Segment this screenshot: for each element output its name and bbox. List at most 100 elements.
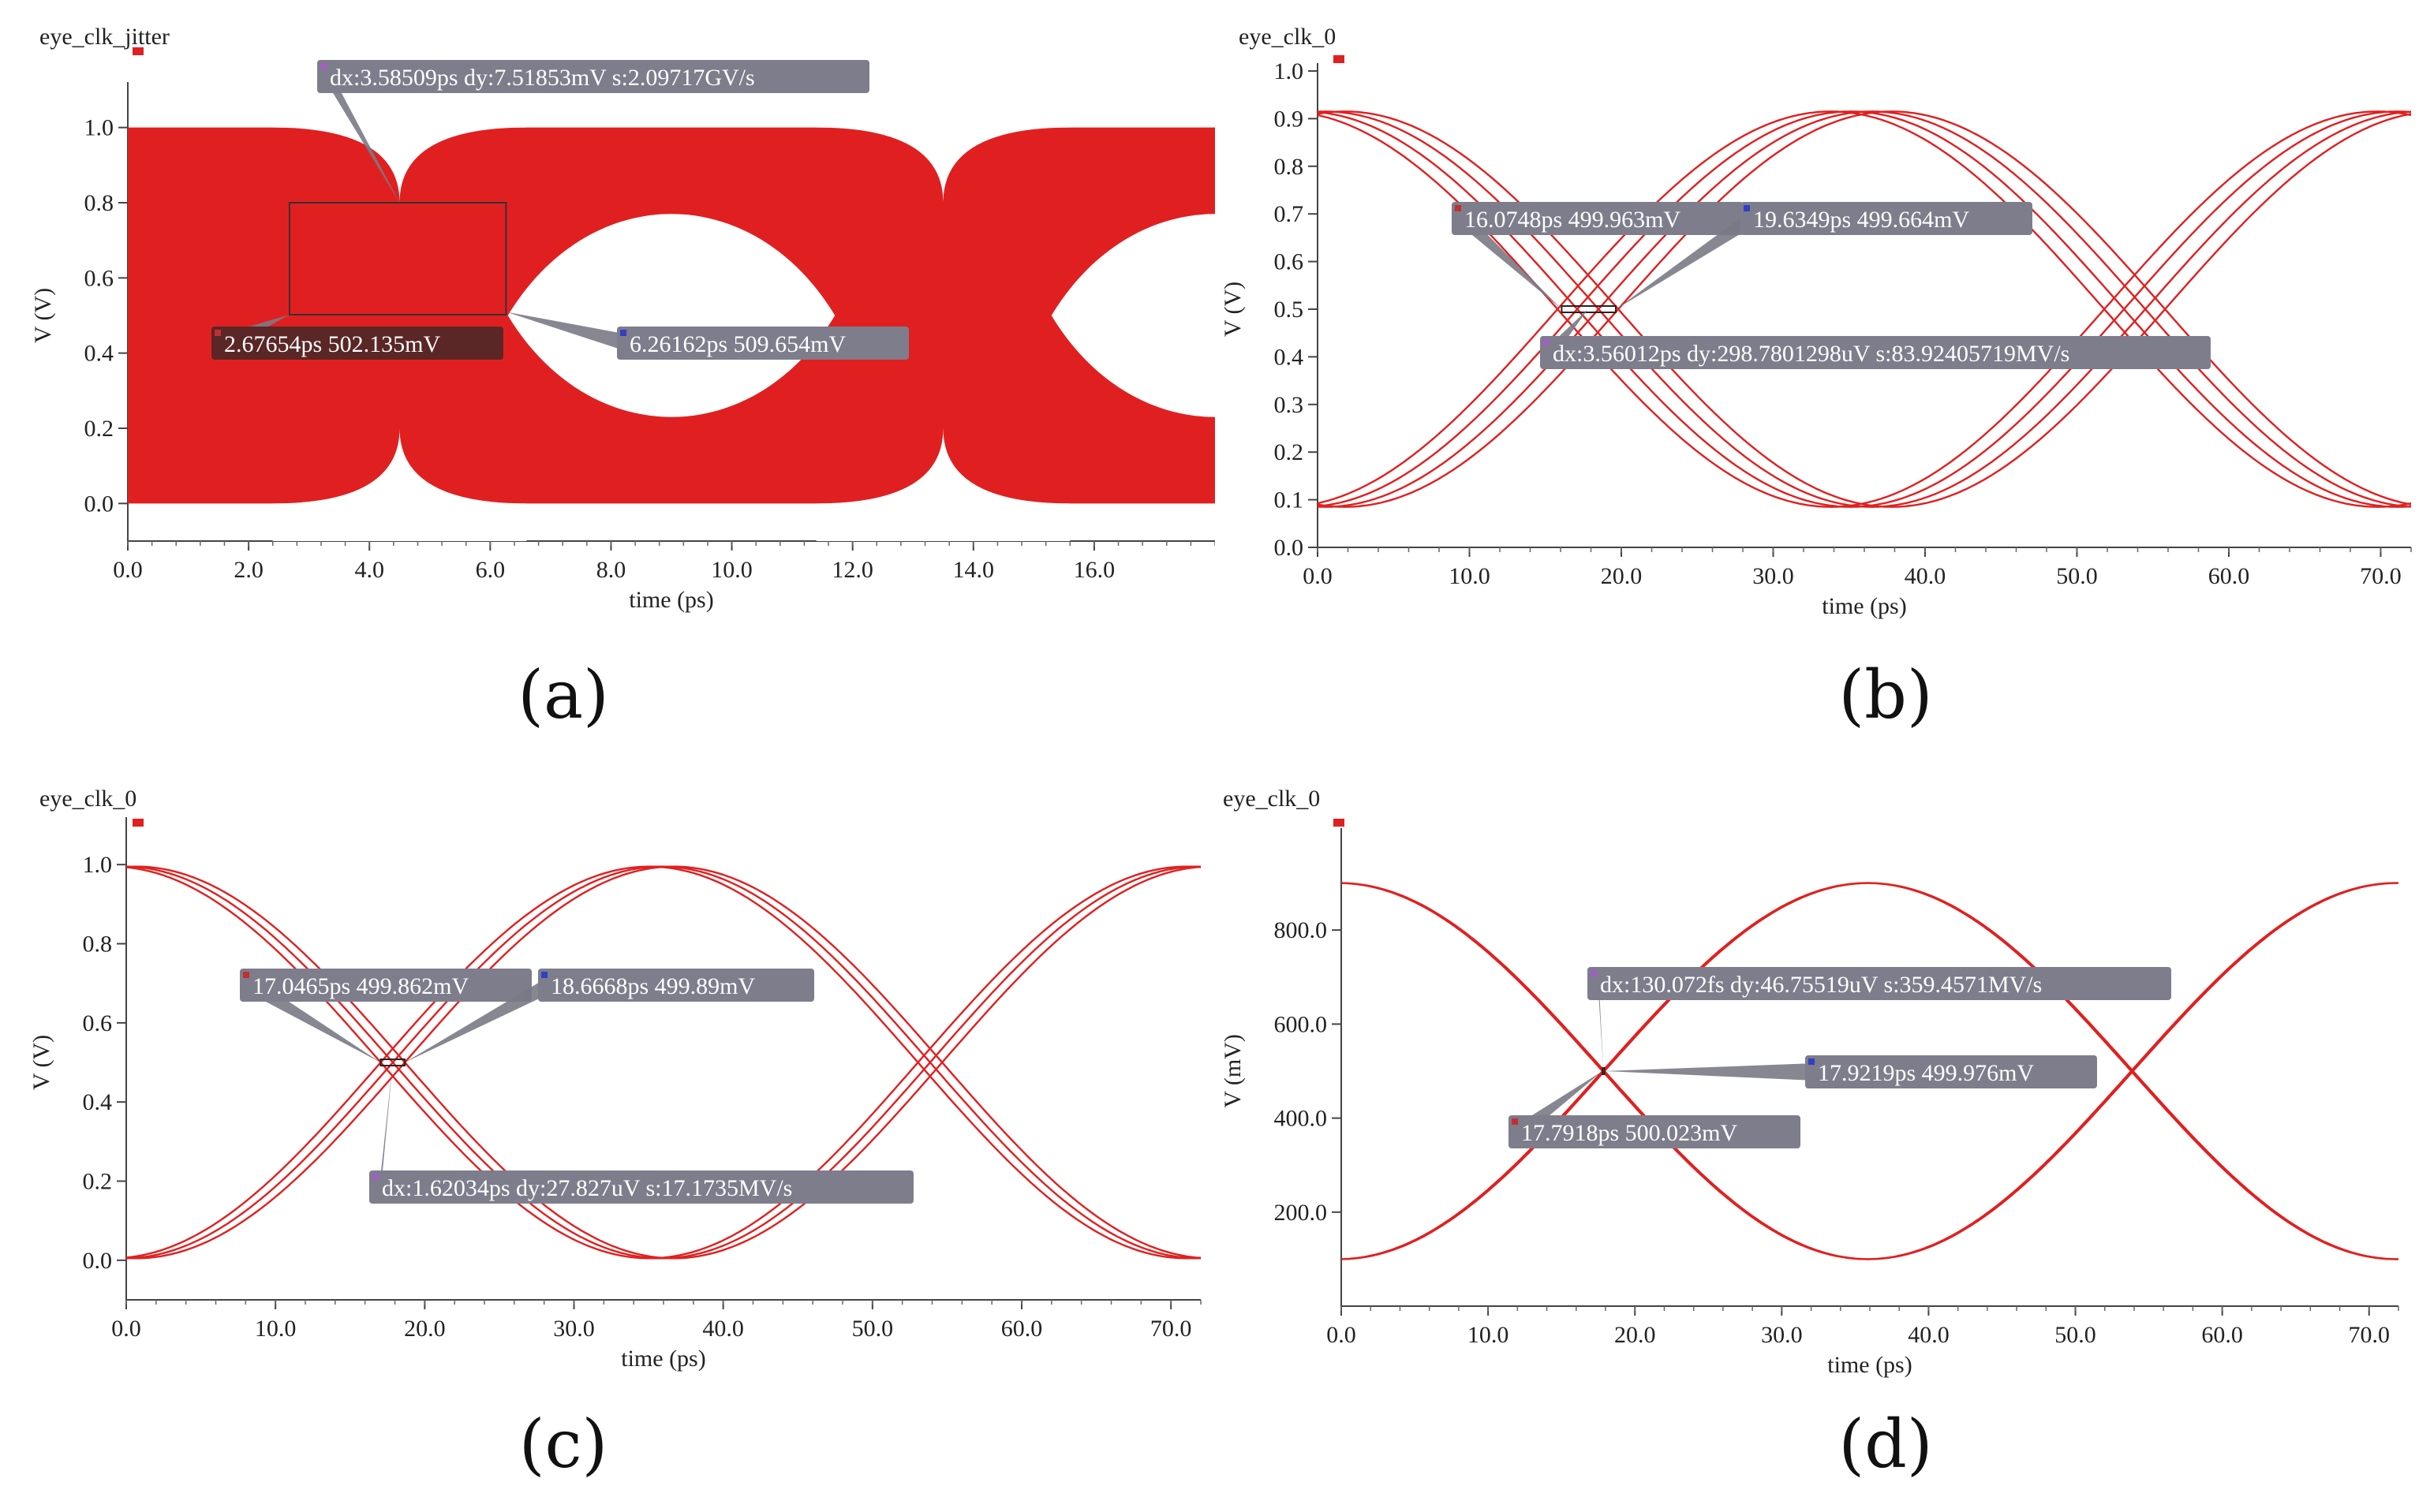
y-tick-label: 0.8 (84, 190, 114, 216)
y-tick-label: 400.0 (1274, 1106, 1328, 1132)
chart-title: eye_clk_0 (39, 786, 136, 812)
marker-label-box (1540, 336, 2211, 369)
legend-swatch (133, 47, 144, 55)
marker-dot (541, 972, 548, 978)
chart-panel-a: eye_clk_jitter 0.0 2.0 4.0 6.0 8.0 10.0 12.0 14.… (30, 24, 1215, 613)
x-tick-label: 70.0 (2349, 1322, 2391, 1348)
marker-label: dx:1.62034ps dy:27.827uV s:17.1735MV/s (382, 1175, 792, 1201)
x-tick-label: 20.0 (404, 1316, 446, 1342)
x-tick-label: 40.0 (1905, 563, 1946, 589)
y-tick-label: 800.0 (1274, 917, 1328, 943)
eye-trace (1318, 110, 2411, 508)
marker-dot (372, 1174, 379, 1180)
chart-title: eye_clk_jitter (39, 24, 170, 50)
y-tick-label: 0.4 (84, 341, 114, 367)
eye-opening (507, 214, 836, 417)
y-tick-label: 1.0 (83, 852, 113, 878)
y-tick-label: 0.0 (84, 491, 114, 517)
y-tick-label: 1.0 (1274, 58, 1304, 84)
x-tick-label: 50.0 (2054, 1322, 2096, 1348)
y-tick-label: 0.6 (83, 1010, 113, 1036)
y-tick-label: 0.3 (1274, 392, 1304, 418)
marker-label-box (1587, 967, 2171, 1000)
x-tick-label: 70.0 (1150, 1316, 1192, 1342)
chart-panel-b: eye_clk_0 0.0 10.0 20.0 30.0 40.0 50.0 60.0 70.0… (1220, 24, 2412, 619)
marker-dot (215, 330, 221, 336)
x-tick-label: 30.0 (1761, 1322, 1803, 1348)
x-tick-label: 4.0 (354, 557, 384, 583)
x-axis-label: time (ps) (629, 587, 713, 613)
marker-leader (380, 1062, 393, 1196)
marker-label-box (369, 1170, 914, 1204)
eye-notch (272, 428, 527, 541)
marker-leader (506, 312, 628, 352)
marker-label-box (1508, 1115, 1800, 1148)
marker-label-box (538, 969, 814, 1002)
legend-swatch (1333, 819, 1344, 827)
x-tick-label: 20.0 (1601, 563, 1643, 589)
marker-dot (1808, 1058, 1815, 1065)
x-tick-label: 50.0 (852, 1316, 894, 1342)
x-tick-label: 50.0 (2056, 563, 2098, 589)
y-axis-label: V (V) (30, 288, 56, 343)
eye-opening (1051, 214, 1215, 417)
eye-notch (272, 90, 527, 203)
eye-trace (1318, 110, 2411, 508)
marker-dot (243, 972, 249, 978)
eye-trace (1318, 110, 2411, 508)
marker-label-box (240, 969, 532, 1002)
x-tick-label: 2.0 (234, 557, 264, 583)
x-tick-label: 0.0 (1303, 563, 1333, 589)
marker-leader (405, 976, 549, 1063)
panel-caption-c: (c) (518, 1406, 608, 1483)
x-tick-label: 60.0 (1001, 1316, 1043, 1342)
marker-label: dx:130.072fs dy:46.75519uV s:359.4571MV/… (1600, 972, 2042, 998)
marker-leader (328, 68, 400, 203)
legend-swatch (133, 819, 144, 827)
marker-dot (620, 330, 626, 336)
marker-label: 17.9219ps 499.976mV (1818, 1060, 2035, 1086)
eye-trace (1318, 110, 2411, 508)
marker-label-box (1805, 1055, 2097, 1088)
marker-dot (1455, 205, 1461, 211)
eye-notch (816, 90, 1071, 203)
x-tick-label: 14.0 (953, 557, 995, 583)
marker-label-box (1452, 202, 1744, 235)
x-tick-label: 40.0 (1908, 1322, 1950, 1348)
marker-label: 16.0748ps 499.963mV (1464, 207, 1681, 233)
chart-panel-d: eye_clk_0 0.0 10.0 20.0 30.0 40.0 50.0 60.0 70.0… (1220, 786, 2399, 1378)
x-tick-label: 60.0 (2208, 563, 2250, 589)
y-tick-label: 0.2 (83, 1169, 113, 1195)
eye-trace (126, 865, 1201, 1260)
marker-label: 18.6668ps 499.89mV (551, 973, 756, 999)
y-axis-label: V (V) (28, 1035, 54, 1090)
x-axis-label: time (ps) (1822, 593, 1906, 619)
eye-notch (816, 428, 1071, 541)
y-tick-label: 200.0 (1274, 1200, 1328, 1226)
y-tick-label: 0.7 (1274, 201, 1304, 227)
y-axis-label: V (V) (1220, 282, 1246, 337)
marker-label: 17.0465ps 499.862mV (252, 973, 469, 999)
y-tick-label: 0.4 (1274, 344, 1304, 370)
y-tick-label: 600.0 (1274, 1011, 1328, 1037)
eye-trace (1341, 882, 2398, 1260)
eye-trace (1318, 110, 2411, 508)
eye-trace (1318, 110, 2411, 508)
marker-dot (320, 63, 327, 69)
x-tick-label: 10.0 (1449, 563, 1490, 589)
eye-trace (126, 865, 1201, 1260)
marker-dot (1591, 970, 1597, 976)
plot-area (1318, 110, 2411, 508)
marker-label: dx:3.56012ps dy:298.7801298uV s:83.92405… (1553, 341, 2069, 367)
y-axis-label: V (mV) (1220, 1034, 1246, 1108)
x-tick-label: 30.0 (553, 1316, 595, 1342)
y-tick-label: 1.0 (84, 115, 114, 141)
plot-area (1341, 882, 2398, 1260)
marker-label: dx:3.58509ps dy:7.51853mV s:2.09717GV/s (330, 65, 755, 91)
x-tick-label: 10.0 (255, 1316, 297, 1342)
marker-dot (1744, 205, 1750, 211)
marker-label: 2.67654ps 502.135mV (224, 331, 441, 357)
x-tick-label: 0.0 (111, 1316, 141, 1342)
x-tick-label: 8.0 (596, 557, 626, 583)
delta-box (1561, 305, 1617, 314)
